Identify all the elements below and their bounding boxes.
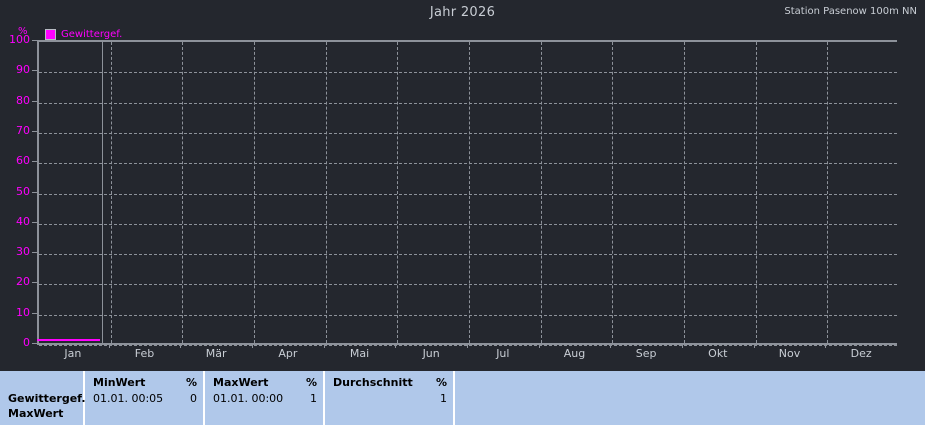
y-axis-tick xyxy=(32,343,37,344)
horizontal-gridline xyxy=(39,102,897,104)
page-title: Jahr 2026 xyxy=(429,5,496,20)
table-column-durchschnitt: Durchschnitt % 1 xyxy=(325,371,455,425)
maxwert-value: 1 xyxy=(310,392,317,405)
y-axis-tick-label: 20 xyxy=(16,275,30,289)
y-axis-tick xyxy=(32,252,37,254)
minwert-unit: % xyxy=(185,376,197,389)
y-axis-tick xyxy=(32,40,37,41)
x-axis-tick xyxy=(180,343,182,348)
x-axis-tick-label: Sep xyxy=(635,347,657,360)
vertical-gridline xyxy=(540,42,542,343)
vertical-gridline xyxy=(827,42,829,343)
x-axis-tick-label: Feb xyxy=(134,347,155,360)
table-column-minwert: MinWert % 01.01. 00:05 0 xyxy=(85,371,205,425)
y-axis-tick-label: 0 xyxy=(23,336,30,349)
legend-label: Gewittergef. xyxy=(61,29,123,40)
y-axis-tick-label: 80 xyxy=(16,93,30,107)
y-axis-tick xyxy=(32,130,37,132)
vertical-gridline xyxy=(110,42,112,343)
x-axis-tick-label: Nov xyxy=(778,347,801,360)
x-axis-tick-label: Okt xyxy=(708,347,728,360)
horizontal-gridline xyxy=(39,223,897,225)
durchschnitt-value: 1 xyxy=(440,392,447,405)
x-axis-tick-label: Apr xyxy=(278,347,298,360)
maxwert-timestamp: 01.01. 00:00 xyxy=(213,392,284,405)
x-axis-tick xyxy=(108,343,110,348)
minwert-value: 0 xyxy=(190,392,197,405)
y-axis-tick xyxy=(32,70,37,72)
y-axis-tick xyxy=(32,161,37,163)
x-axis-tick-label: Jun xyxy=(422,347,440,360)
y-axis-tick xyxy=(32,282,37,284)
x-axis-tick-label: Dez xyxy=(850,347,872,360)
vertical-gridline xyxy=(182,42,184,343)
horizontal-gridline xyxy=(39,254,897,256)
table-column-maxwert: MaxWert % 01.01. 00:00 1 xyxy=(205,371,325,425)
y-axis-tick-label: 70 xyxy=(16,123,30,137)
y-axis-unit-label: % xyxy=(18,26,28,37)
horizontal-gridline xyxy=(39,163,897,165)
station-label: Station Pasenow 100m NN xyxy=(784,6,917,17)
chart-legend: Gewittergef. xyxy=(45,29,122,40)
y-axis-tick-label: 40 xyxy=(16,214,30,228)
y-axis-tick xyxy=(32,221,37,223)
x-axis-tick xyxy=(323,343,325,348)
vertical-gridline xyxy=(755,42,757,343)
minwert-timestamp: 01.01. 00:05 xyxy=(93,392,164,405)
y-axis-labels: 100 90 80 70 60 50 40 30 20 10 0 xyxy=(0,0,30,370)
x-axis-tick-label: Mär xyxy=(205,347,227,360)
table-series-label: Gewittergef. MaxWert xyxy=(0,371,86,425)
x-axis-tick xyxy=(395,343,397,348)
y-axis-tick-label: 100 xyxy=(9,33,30,46)
minwert-header: MinWert xyxy=(93,376,146,389)
y-axis-tick-label: 60 xyxy=(16,154,30,168)
x-axis-tick-label: Mai xyxy=(349,347,370,360)
current-date-marker-line xyxy=(102,42,104,343)
durchschnitt-header: Durchschnitt xyxy=(333,376,413,389)
y-axis-tick-label: 50 xyxy=(16,184,30,198)
maxwert-unit: % xyxy=(305,376,317,389)
y-axis-tick-label: 10 xyxy=(16,305,30,319)
y-axis-tick xyxy=(32,191,37,193)
x-axis-tick xyxy=(682,343,683,348)
horizontal-gridline xyxy=(39,193,897,195)
durchschnitt-unit: % xyxy=(435,376,447,389)
y-axis-tick xyxy=(32,312,37,314)
summary-table: Gewittergef. MaxWert MinWert % 01.01. 00… xyxy=(0,371,925,425)
x-axis-tick-label: Jul xyxy=(496,347,510,360)
vertical-gridline xyxy=(469,42,470,343)
y-axis-tick-label: 30 xyxy=(16,245,30,259)
x-axis-tick xyxy=(252,343,253,348)
x-axis-tick xyxy=(538,343,540,348)
maxwert-header: MaxWert xyxy=(213,376,269,389)
table-series-label-line2: MaxWert xyxy=(8,407,64,420)
vertical-gridline xyxy=(325,42,327,343)
legend-swatch-icon xyxy=(45,29,56,40)
horizontal-gridline xyxy=(39,345,897,346)
horizontal-gridline xyxy=(39,132,897,134)
x-axis-tick-label: Aug xyxy=(563,347,586,360)
x-axis-tick xyxy=(467,343,468,348)
x-axis-tick-label: Jan xyxy=(64,347,82,360)
table-series-label-line1: Gewittergef. xyxy=(8,392,86,405)
vertical-gridline xyxy=(254,42,255,343)
x-axis-tick xyxy=(825,343,827,348)
horizontal-gridline xyxy=(39,314,897,316)
plot-grid xyxy=(39,42,897,346)
plot-area xyxy=(37,40,897,346)
horizontal-gridline xyxy=(39,284,897,286)
x-axis-tick xyxy=(753,343,755,348)
y-axis-tick xyxy=(32,100,37,102)
vertical-gridline xyxy=(397,42,399,343)
chart-region: Jahr 2026 Station Pasenow 100m NN % Gewi… xyxy=(0,0,917,370)
x-axis-tick xyxy=(610,343,612,348)
table-filler-cell xyxy=(455,371,925,425)
vertical-gridline xyxy=(684,42,685,343)
series-line-gewittergef xyxy=(37,338,101,341)
horizontal-gridline xyxy=(39,72,897,74)
y-axis-tick-label: 90 xyxy=(16,63,30,77)
vertical-gridline xyxy=(612,42,614,343)
